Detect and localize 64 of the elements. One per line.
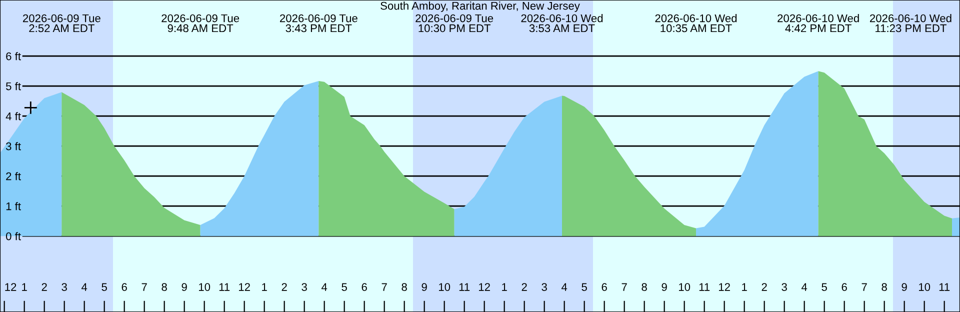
x-tick-label: 8 — [882, 283, 887, 291]
x-tick-label: 2 — [762, 283, 767, 291]
y-tick-label: 3 ft — [6, 142, 21, 150]
x-tick-label: 5 — [102, 283, 107, 291]
x-tick-label: 5 — [342, 283, 347, 291]
x-tick-label: 9 — [662, 283, 667, 291]
x-tick-label: 9 — [182, 283, 187, 291]
x-tick-label: 9 — [422, 283, 427, 291]
x-tick-label: 10 — [439, 283, 450, 291]
x-tick-label: 3 — [542, 283, 547, 291]
annotation: 2026-06-10 Wed 10:35 AM EDT — [655, 14, 737, 32]
x-tick-label: 7 — [862, 283, 867, 291]
x-tick-label: 1 — [742, 283, 747, 291]
x-tick-label: 2 — [282, 283, 287, 291]
x-tick-label: 5 — [582, 283, 587, 291]
x-tick-label: 8 — [642, 283, 647, 291]
x-tick-label: 11 — [219, 283, 230, 291]
x-tick-label: 6 — [602, 283, 607, 291]
x-tick-label: 7 — [622, 283, 627, 291]
annotation: 2026-06-10 Wed 4:42 PM EDT — [778, 14, 859, 32]
annotation: 2026-06-09 Tue 3:43 PM EDT — [280, 14, 358, 32]
y-tick-label: 4 ft — [6, 112, 21, 120]
x-tick-label: 10 — [679, 283, 690, 291]
x-tick-label: 6 — [362, 283, 367, 291]
x-tick-label: 12 — [719, 283, 730, 291]
x-tick-label: 9 — [902, 283, 907, 291]
x-tick-label: 4 — [802, 283, 808, 291]
x-tick-label: 3 — [782, 283, 787, 291]
x-tick-label: 8 — [402, 283, 407, 291]
x-tick-label: 2 — [522, 283, 527, 291]
x-tick-label: 10 — [919, 283, 930, 291]
y-tick-label: 1 ft — [6, 202, 21, 210]
x-tick-label: 12 — [5, 283, 16, 291]
x-tick-label: 5 — [822, 283, 827, 291]
x-tick-label: 12 — [479, 283, 490, 291]
x-tick-label: 1 — [22, 283, 27, 291]
annotation: 2026-06-09 Tue 2:52 AM EDT — [23, 14, 100, 32]
y-tick-label: 2 ft — [6, 172, 21, 180]
x-tick-label: 11 — [699, 283, 710, 291]
y-tick-label: 6 ft — [6, 52, 21, 60]
x-tick-label: 1 — [502, 283, 507, 291]
annotation: 2026-06-10 Wed 11:23 PM EDT — [870, 14, 952, 32]
annotation: 2026-06-09 Tue 9:48 AM EDT — [162, 14, 240, 32]
y-tick-label: 5 ft — [6, 82, 21, 90]
x-tick-label: 12 — [239, 283, 250, 291]
x-tick-label: 4 — [322, 283, 328, 291]
x-tick-label: 7 — [142, 283, 147, 291]
x-tick-label: 6 — [842, 283, 847, 291]
x-tick-label: 1 — [262, 283, 267, 291]
annotation: 2026-06-09 Tue 10:30 PM EDT — [416, 14, 494, 32]
x-tick-label: 4 — [82, 283, 88, 291]
x-tick-label: 2 — [42, 283, 47, 291]
x-tick-label: 3 — [62, 283, 67, 291]
y-tick-label: 0 ft — [6, 232, 21, 240]
x-tick-label: 6 — [122, 283, 127, 291]
x-tick-label: 7 — [382, 283, 387, 291]
x-tick-label: 10 — [199, 283, 210, 291]
x-tick-label: 8 — [162, 283, 167, 291]
chart-title: South Amboy, Raritan River, New Jersey — [380, 2, 580, 12]
annotation: 2026-06-10 Wed 3:53 AM EDT — [521, 14, 603, 32]
x-tick-label: 11 — [459, 283, 470, 291]
x-tick-label: 3 — [302, 283, 307, 291]
x-tick-label: 11 — [939, 283, 950, 291]
x-tick-label: 4 — [562, 283, 568, 291]
